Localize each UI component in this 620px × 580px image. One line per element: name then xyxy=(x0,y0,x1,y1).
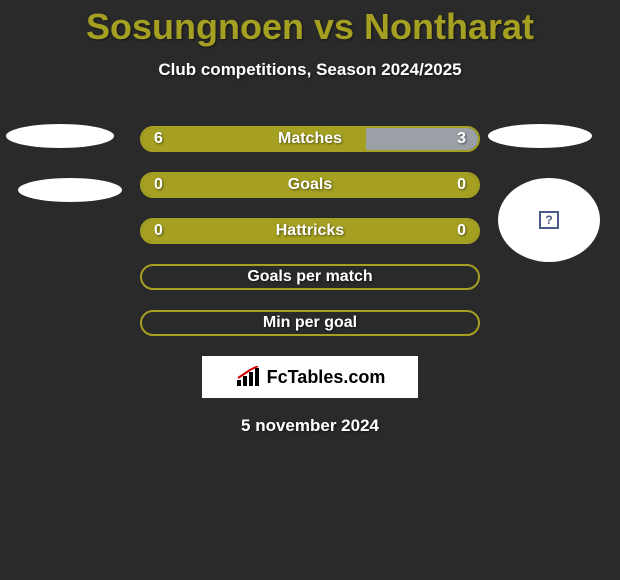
stat-row: Goals per match xyxy=(140,264,480,290)
stat-label: Matches xyxy=(142,128,478,150)
bar-chart-icon xyxy=(235,366,261,388)
decor-ellipse-right-1 xyxy=(488,124,592,148)
comparison-infographic: Sosungnoen vs Nontharat Club competition… xyxy=(0,0,620,436)
question-icon: ? xyxy=(539,211,559,229)
stat-row: 00Goals xyxy=(140,172,480,198)
decor-ellipse-left-2 xyxy=(18,178,122,202)
stat-row: 00Hattricks xyxy=(140,218,480,244)
title-vs: vs xyxy=(304,6,364,47)
title-left: Sosungnoen xyxy=(86,6,304,47)
comparison-rows: 63Matches 00Goals 00Hattricks Goals per mat… xyxy=(140,126,480,336)
decor-ellipse-left-1 xyxy=(6,124,114,148)
stat-label: Goals per match xyxy=(142,266,478,288)
stat-row: Min per goal xyxy=(140,310,480,336)
stat-row: 63Matches xyxy=(140,126,480,152)
page-title: Sosungnoen vs Nontharat xyxy=(0,0,620,48)
stat-label: Min per goal xyxy=(142,312,478,334)
question-icon-glyph: ? xyxy=(545,213,552,227)
placeholder-image-icon: ? xyxy=(498,178,600,262)
logo-text: FcTables.com xyxy=(267,367,386,388)
stat-label: Goals xyxy=(142,174,478,196)
title-right: Nontharat xyxy=(364,6,534,47)
stat-label: Hattricks xyxy=(142,220,478,242)
subtitle: Club competitions, Season 2024/2025 xyxy=(0,60,620,80)
logo-box: FcTables.com xyxy=(202,356,418,398)
date-text: 5 november 2024 xyxy=(0,416,620,436)
